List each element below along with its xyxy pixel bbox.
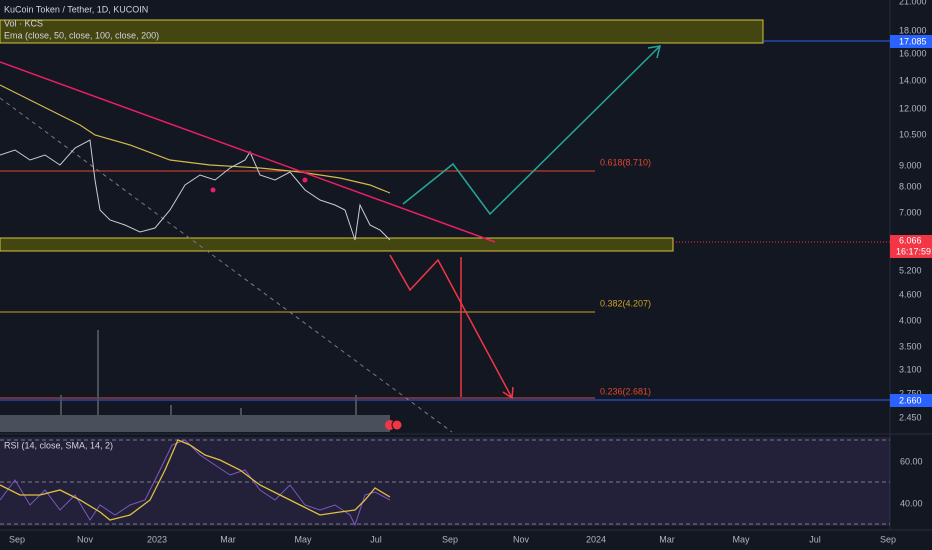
price-axis-label: 2.450 bbox=[899, 412, 922, 422]
price-axis-label: 7.000 bbox=[899, 207, 922, 217]
price-axis-label: 21.000 bbox=[899, 0, 927, 6]
time-axis: Sep Nov 2023 Mar May Jul Sep Nov 2024 Mar May Jul Se… bbox=[9, 534, 896, 544]
price-axis-label: 10.500 bbox=[899, 129, 927, 139]
price-label-bg bbox=[890, 394, 932, 407]
fib-label: 0.382(4.207) bbox=[600, 298, 651, 308]
support-zone bbox=[0, 237, 674, 252]
time-axis-label: Sep bbox=[442, 534, 458, 544]
price-axis-label: 4.600 bbox=[899, 289, 922, 299]
price-axis-label: 2.750 bbox=[899, 388, 922, 398]
indicator-label: Ema (close, 50, close, 100, close, 200) bbox=[4, 30, 159, 40]
marker bbox=[210, 187, 216, 193]
rsi-sma bbox=[0, 439, 391, 521]
bull-projection bbox=[402, 45, 661, 216]
time-axis-label: Mar bbox=[220, 534, 236, 544]
time-axis-label: Mar bbox=[659, 534, 675, 544]
arrow-head bbox=[502, 386, 514, 400]
price-line bbox=[0, 139, 391, 241]
fib-label: 0.236(2.681) bbox=[600, 386, 651, 396]
price-axis-label: 5.200 bbox=[899, 265, 922, 275]
ema-line bbox=[0, 84, 391, 194]
time-axis-label: 2023 bbox=[147, 534, 167, 544]
resistance-zone bbox=[0, 19, 764, 44]
price-label-bg bbox=[890, 235, 932, 258]
time-axis-label: Nov bbox=[77, 534, 94, 544]
fib-label: 0.618(8.710) bbox=[600, 157, 651, 167]
marker bbox=[302, 177, 308, 183]
bear-projection bbox=[389, 254, 513, 399]
price-label: 6.066 bbox=[899, 235, 922, 245]
event-icon[interactable] bbox=[391, 419, 403, 431]
rsi-axis-label: 40.00 bbox=[900, 498, 923, 508]
price-axis-label: 9.000 bbox=[899, 160, 922, 170]
time-axis-label: May bbox=[294, 534, 312, 544]
arrow-head bbox=[647, 45, 662, 59]
time-axis-label: Jul bbox=[809, 534, 821, 544]
volume-bars bbox=[0, 330, 390, 432]
time-axis-label: Sep bbox=[9, 534, 25, 544]
time-axis-label: Sep bbox=[880, 534, 896, 544]
time-axis-label: Nov bbox=[513, 534, 530, 544]
rsi-axis-label: 60.00 bbox=[900, 456, 923, 466]
time-axis-label: 2024 bbox=[586, 534, 606, 544]
price-label: 2.660 bbox=[899, 395, 922, 405]
price-axis-label: 16.000 bbox=[899, 48, 927, 58]
price-label-bg bbox=[890, 35, 932, 48]
price-axis-label: 18.000 bbox=[899, 25, 927, 35]
time-axis-label: Jul bbox=[370, 534, 382, 544]
symbol-title: KuCoin Token / Tether, 1D, KUCOIN bbox=[4, 4, 148, 14]
price-axis-label: 8.000 bbox=[899, 181, 922, 191]
rsi-title: RSI (14, close, SMA, 14, 2) bbox=[4, 440, 113, 450]
rsi-line bbox=[0, 439, 391, 527]
price-label: 17.085 bbox=[899, 36, 927, 46]
indicator-label: Vol · KCS bbox=[4, 18, 43, 28]
trend-line bbox=[0, 97, 453, 433]
price-axis-label: 4.000 bbox=[899, 315, 922, 325]
countdown: 16:17:59 bbox=[896, 246, 931, 256]
time-axis-label: May bbox=[732, 534, 750, 544]
price-axis-label: 3.500 bbox=[899, 341, 922, 351]
price-axis-label: 14.000 bbox=[899, 75, 927, 85]
trend-line bbox=[0, 61, 496, 243]
price-axis: 21.000 18.000 16.000 14.000 12.000 10.500 9.00… bbox=[899, 0, 927, 422]
price-axis-label: 3.100 bbox=[899, 364, 922, 374]
price-axis-label: 12.000 bbox=[899, 103, 927, 113]
